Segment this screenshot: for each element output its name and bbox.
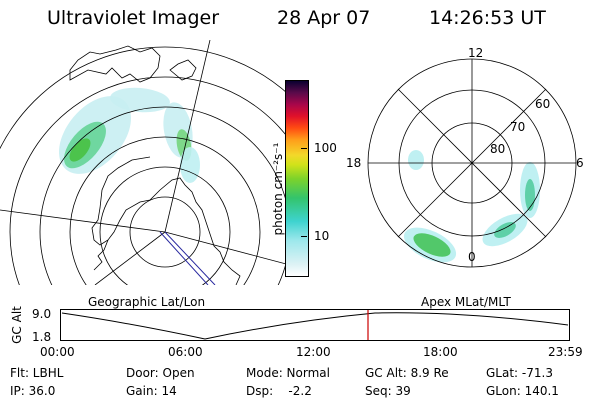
time-tick-0600: 06:00 [168, 345, 203, 359]
time-tick-2359: 23:59 [548, 345, 583, 359]
antarctica-coastline [91, 156, 241, 285]
time-tick-1200: 12:00 [296, 345, 331, 359]
australia-coastline [69, 45, 161, 83]
polar-mlat-mlt-plot [367, 58, 577, 268]
colorbar-unit-label: photon cm⁻²s⁻¹ [271, 142, 285, 236]
aurora-emission-left [58, 87, 200, 183]
door-info: Door: Open [126, 366, 195, 380]
mlt-6-label: 6 [576, 156, 584, 170]
ip-info: IP: 36.0 [10, 384, 56, 398]
glat-info: GLat: -71.3 [486, 366, 553, 380]
date-label: 28 Apr 07 [277, 7, 371, 29]
lat-80-label: 80 [490, 142, 506, 156]
seq-info: Seq: 39 [365, 384, 411, 398]
altitude-y-low: 1.8 [32, 330, 52, 344]
gain-info: Gain: 14 [126, 384, 177, 398]
aurora-emission-right [403, 150, 540, 263]
filter-info: Flt: LBHL [10, 366, 64, 380]
mode-info: Mode: Normal [246, 366, 330, 380]
colorbar-tick-10: 10 [314, 229, 330, 243]
time-tick-1800: 18:00 [423, 345, 458, 359]
time-label: 14:26:53 UT [429, 7, 546, 29]
mlt-12-label: 12 [468, 46, 484, 60]
apex-panel-label: Apex MLat/MLT [421, 295, 511, 309]
mlt-18-label: 18 [346, 156, 362, 170]
gc-alt-info: GC Alt: 8.9 Re [365, 366, 449, 380]
geographic-map [0, 40, 290, 285]
geographic-panel-label: Geographic Lat/Lon [88, 295, 206, 309]
altitude-curve [61, 312, 569, 340]
new-zealand-coastline [169, 59, 197, 81]
colorbar-tick-100-line [301, 148, 307, 149]
colorbar-tick-100: 100 [314, 141, 337, 155]
altitude-y-high: 9.0 [32, 307, 52, 321]
lat-70-label: 70 [510, 120, 526, 134]
time-tick-0000: 00:00 [40, 345, 75, 359]
lat-60-label: 60 [535, 97, 551, 111]
mlt-0-label: 0 [468, 250, 476, 264]
dsp-info: Dsp: -2.2 [246, 384, 312, 398]
glon-info: GLon: 140.1 [486, 384, 559, 398]
altitude-plot [60, 309, 570, 341]
instrument-title: Ultraviolet Imager [47, 7, 220, 29]
colorbar-tick-10-line [301, 236, 307, 237]
altitude-axis-label: GC Alt [10, 306, 24, 344]
colorbar [285, 80, 309, 277]
